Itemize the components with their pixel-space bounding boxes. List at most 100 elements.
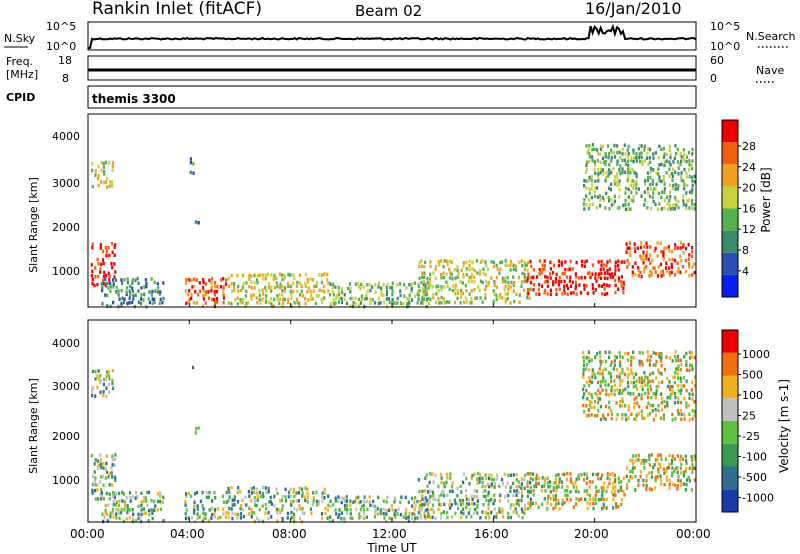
data-cell xyxy=(656,467,660,471)
data-cell xyxy=(585,472,589,477)
data-cell xyxy=(114,457,117,462)
data-cell xyxy=(270,273,273,277)
data-cell xyxy=(113,245,116,249)
data-cell xyxy=(635,395,638,400)
data-cell xyxy=(468,275,471,280)
data-cell xyxy=(641,387,644,392)
data-cell xyxy=(440,476,443,480)
colorbar-swatch xyxy=(722,252,738,275)
data-cell xyxy=(465,300,468,304)
data-cell xyxy=(473,472,476,477)
data-cell xyxy=(486,283,490,288)
data-cell xyxy=(439,503,443,507)
data-cell xyxy=(148,508,151,513)
data-cell xyxy=(129,496,132,500)
data-cell xyxy=(111,278,115,282)
data-cell xyxy=(498,498,501,503)
data-cell xyxy=(196,507,199,511)
data-cell xyxy=(683,396,686,401)
data-cell xyxy=(411,298,414,302)
data-cell xyxy=(380,293,383,297)
data-cell xyxy=(201,490,204,495)
data-cell xyxy=(252,486,255,490)
data-cell xyxy=(425,473,428,477)
data-cell xyxy=(601,156,604,160)
data-cell xyxy=(647,162,650,166)
data-cell xyxy=(493,280,496,284)
data-cell xyxy=(691,392,694,397)
data-cell xyxy=(669,195,672,199)
data-cell xyxy=(298,504,301,508)
data-cell xyxy=(363,516,366,520)
data-cell xyxy=(93,479,96,484)
data-cell xyxy=(273,503,276,508)
data-cell xyxy=(676,470,679,474)
data-cell xyxy=(589,275,592,280)
data-cell xyxy=(621,167,624,171)
data-cell xyxy=(244,495,247,500)
data-cell xyxy=(456,494,459,498)
data-cell xyxy=(645,241,648,245)
data-cell xyxy=(193,508,196,512)
data-cell xyxy=(590,187,593,191)
data-cell xyxy=(624,198,627,203)
data-cell xyxy=(640,376,643,380)
data-cell xyxy=(606,485,609,489)
data-cell xyxy=(616,159,619,163)
data-cell xyxy=(216,300,219,304)
data-cell xyxy=(97,164,100,169)
data-cell xyxy=(345,499,348,503)
data-cell xyxy=(123,500,126,504)
colorbar-tick-label: 4 xyxy=(742,265,749,278)
data-cell xyxy=(659,482,663,486)
data-cell xyxy=(363,512,366,516)
data-cell xyxy=(551,271,555,275)
data-cell xyxy=(91,242,94,246)
data-cell xyxy=(530,275,533,280)
data-cell xyxy=(597,476,600,481)
data-cell xyxy=(649,261,652,265)
data-cell xyxy=(120,301,123,306)
data-cell xyxy=(600,271,603,276)
data-cell xyxy=(633,401,636,405)
data-cell xyxy=(684,269,687,274)
data-cell xyxy=(629,171,632,175)
data-cell xyxy=(657,155,660,160)
data-cell xyxy=(310,293,313,298)
data-cell xyxy=(407,515,410,519)
data-cell xyxy=(440,259,443,263)
colorbar-swatch xyxy=(722,330,738,353)
data-cell xyxy=(608,481,611,486)
data-cell xyxy=(640,194,643,198)
data-cell xyxy=(520,507,523,511)
data-cell xyxy=(365,499,368,504)
data-cell xyxy=(96,176,100,181)
data-cell xyxy=(632,350,635,354)
data-cell xyxy=(621,413,624,417)
data-cell xyxy=(626,178,629,182)
data-cell xyxy=(599,476,603,481)
data-cell xyxy=(275,276,278,281)
noise-right-tick-bottom: 10^0 xyxy=(710,40,740,53)
data-cell xyxy=(507,511,510,516)
data-cell xyxy=(671,389,674,393)
data-cell xyxy=(668,266,671,270)
data-cell xyxy=(201,504,204,508)
data-cell xyxy=(281,508,284,512)
data-cell xyxy=(653,249,656,253)
data-cell xyxy=(501,515,505,519)
data-cell xyxy=(591,155,594,159)
data-cell xyxy=(615,417,618,422)
data-cell xyxy=(668,199,671,203)
data-cell xyxy=(612,481,615,486)
data-cell xyxy=(286,281,290,286)
data-cell xyxy=(332,302,336,306)
data-cell xyxy=(610,159,613,163)
data-cell xyxy=(270,515,273,519)
data-cell xyxy=(637,266,640,270)
data-cell xyxy=(374,511,377,516)
data-cell xyxy=(506,297,509,301)
data-cell xyxy=(618,205,621,210)
data-cell xyxy=(626,367,629,371)
